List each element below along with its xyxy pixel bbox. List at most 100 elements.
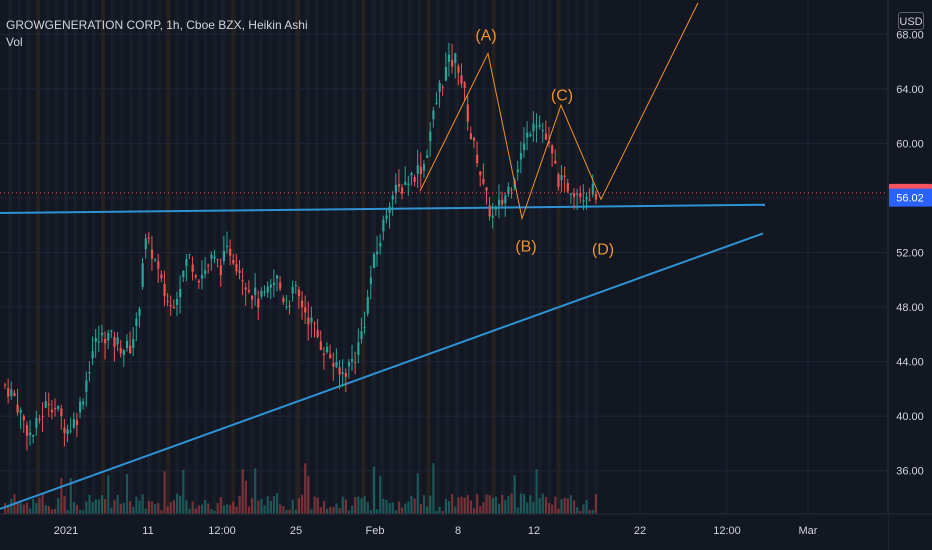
volume-bar xyxy=(116,494,119,514)
volume-bar xyxy=(444,498,448,514)
symbol-title: GROWGENERATION CORP, 1h, Cboe BZX, Heiki… xyxy=(6,18,308,32)
candle-body xyxy=(229,248,232,256)
candle-body xyxy=(391,195,394,200)
candle-body xyxy=(454,53,457,64)
price-label-box xyxy=(889,188,932,207)
candle-body xyxy=(419,166,422,175)
volume-bar xyxy=(141,494,144,514)
wave-label: (B) xyxy=(515,239,536,256)
candle-body xyxy=(566,183,569,192)
candle-body xyxy=(547,141,551,144)
candle-body xyxy=(444,67,448,81)
session-stripe xyxy=(538,0,543,514)
candle-body xyxy=(354,362,357,364)
volume-bar xyxy=(129,501,132,514)
volume-bar xyxy=(422,495,426,514)
candle-body xyxy=(413,176,416,183)
volume-bar xyxy=(54,508,57,514)
session-stripe xyxy=(119,0,124,514)
candle-body xyxy=(132,339,135,349)
volume-bar xyxy=(222,505,226,514)
candle-body xyxy=(338,367,341,375)
candle-body xyxy=(479,171,482,176)
candle-body xyxy=(10,389,13,396)
candle-body xyxy=(241,280,244,282)
candle-body xyxy=(13,392,16,396)
candle-body xyxy=(435,102,438,104)
volume-bar xyxy=(357,496,360,514)
volume-bar xyxy=(269,500,272,514)
volume-bar xyxy=(154,504,157,514)
candle-body xyxy=(369,277,372,285)
volume-bar xyxy=(472,508,476,514)
candle-body xyxy=(60,408,63,417)
candle-body xyxy=(94,337,97,342)
volume-bar xyxy=(44,505,47,514)
candle-body xyxy=(116,337,119,345)
volume-bar xyxy=(441,510,444,514)
volume-bar xyxy=(297,498,301,514)
session-stripe xyxy=(519,0,524,514)
candle-body xyxy=(82,401,85,405)
session-stripe xyxy=(101,0,105,514)
volume-bar xyxy=(526,502,529,514)
volume-bar xyxy=(401,507,404,514)
session-stripe xyxy=(426,0,431,514)
session-stripe xyxy=(352,0,357,514)
volume-bar xyxy=(175,493,179,514)
volume-bar xyxy=(207,503,210,514)
price-tick-label: 40.00 xyxy=(896,411,924,423)
candle-body xyxy=(522,143,526,151)
candle-body xyxy=(388,206,391,213)
volume-bar xyxy=(504,500,507,514)
volume-bar xyxy=(235,506,238,514)
volume-bar xyxy=(132,506,135,514)
candle-body xyxy=(447,54,451,62)
price-axis-background xyxy=(888,0,932,550)
session-stripe xyxy=(128,0,133,514)
candle-body xyxy=(416,165,419,174)
candle-body xyxy=(216,259,219,261)
candle-body xyxy=(41,416,44,418)
candle-body xyxy=(301,300,304,308)
candle-body xyxy=(244,287,247,290)
session-stripe xyxy=(445,0,450,514)
candle-body xyxy=(119,347,122,354)
volume-bar xyxy=(200,504,204,514)
candle-body xyxy=(54,408,57,410)
volume-bar xyxy=(585,500,588,514)
volume-bar xyxy=(304,463,307,514)
candle-body xyxy=(219,265,222,276)
volume-bar xyxy=(482,502,485,514)
session-stripe xyxy=(380,0,384,514)
time-tick-label: Feb xyxy=(366,525,385,537)
candle-body xyxy=(407,183,410,186)
volume-bar xyxy=(197,505,201,514)
volume-bar xyxy=(338,507,341,514)
volume-bar xyxy=(135,496,138,514)
candle-body xyxy=(138,308,141,316)
session-stripe xyxy=(17,0,22,514)
volume-bar xyxy=(594,494,598,514)
candle-body xyxy=(560,175,563,180)
volume-bar xyxy=(491,497,494,514)
candle-body xyxy=(32,435,35,437)
session-stripe xyxy=(491,0,496,514)
session-stripe xyxy=(389,0,394,514)
candle-body xyxy=(510,189,513,191)
volume-bar xyxy=(566,498,569,514)
volume-bar xyxy=(144,508,147,514)
candle-body xyxy=(335,361,338,368)
candle-body xyxy=(200,274,204,279)
candle-body xyxy=(432,110,435,120)
currency-button[interactable]: USD xyxy=(898,12,924,30)
volume-bar xyxy=(107,475,110,514)
candle-body xyxy=(235,264,238,272)
session-stripe xyxy=(314,0,319,514)
volume-bar xyxy=(513,475,516,514)
volume-bar xyxy=(379,475,382,514)
volume-bar xyxy=(29,508,32,514)
volume-bar xyxy=(391,502,394,514)
volume-bar xyxy=(163,471,166,514)
